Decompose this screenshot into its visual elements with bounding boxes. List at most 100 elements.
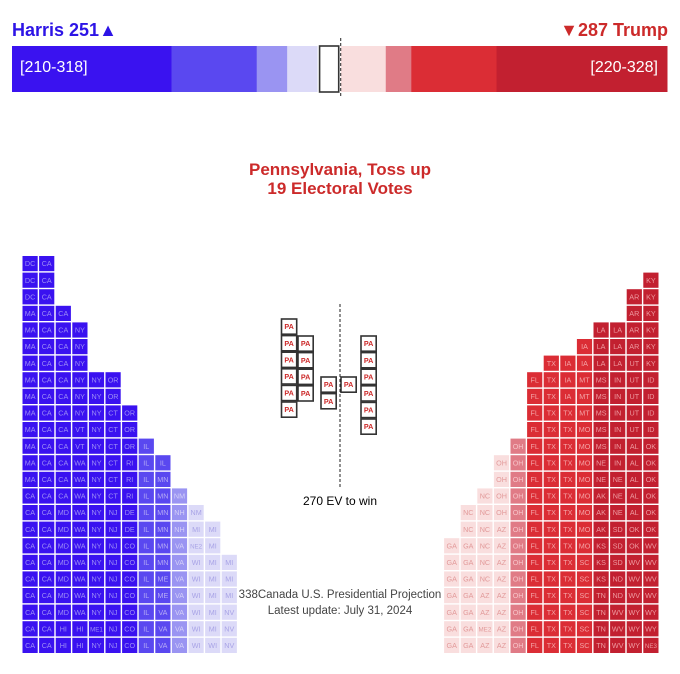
cell-box — [626, 438, 642, 454]
cell-nj: NJ — [105, 571, 121, 587]
cell-box — [626, 521, 642, 537]
cell-label: PA — [364, 389, 373, 398]
cell-label: OH — [513, 541, 524, 550]
cell-ma: MA — [22, 405, 38, 421]
cell-box — [493, 621, 510, 637]
cell-box — [593, 388, 609, 404]
cell-box — [527, 554, 543, 570]
cell-label: CA — [42, 409, 52, 418]
cell-ok: OK — [643, 488, 659, 504]
cell-oh: OH — [493, 455, 510, 471]
cell-oh: OH — [510, 471, 526, 487]
cell-label: CA — [25, 608, 35, 617]
cell-label: TX — [547, 409, 556, 418]
cell-box — [55, 455, 71, 471]
cell-label: TX — [547, 442, 556, 451]
cell-nc: NC — [477, 505, 493, 521]
cell-box — [527, 521, 543, 537]
cell-box — [444, 588, 460, 604]
cell-label: MA — [25, 375, 36, 384]
cell-box — [188, 538, 204, 554]
cell-label: VA — [175, 624, 184, 633]
cell-pa-tossup: PA — [297, 368, 314, 386]
cell-box — [560, 554, 576, 570]
cell-label: NY — [92, 558, 102, 567]
cell-ri: RI — [122, 471, 138, 487]
cell-label: OK — [646, 508, 657, 517]
cell-box — [510, 554, 526, 570]
cell-ny: NY — [88, 538, 105, 554]
cell-box — [543, 405, 559, 421]
cell-box — [39, 388, 55, 404]
cell-label: MD — [58, 508, 69, 517]
cell-box — [460, 554, 476, 570]
cell-label: CA — [58, 475, 68, 484]
cell-label: NY — [75, 359, 85, 368]
cell-box — [543, 505, 559, 521]
cell-box — [460, 604, 476, 620]
cell-box — [88, 488, 105, 504]
cell-ar: AR — [626, 305, 642, 321]
cell-box — [593, 521, 609, 537]
cell-box — [22, 422, 38, 438]
cell-box — [493, 488, 510, 504]
cell-box — [626, 488, 642, 504]
cell-box — [643, 571, 659, 587]
cell-in: IN — [610, 438, 626, 454]
cell-box — [122, 488, 138, 504]
cell-box — [88, 471, 105, 487]
cell-box — [493, 588, 510, 604]
cell-box — [510, 505, 526, 521]
cell-nc: NC — [477, 554, 493, 570]
cell-box — [593, 372, 609, 388]
cell-box — [39, 422, 55, 438]
cell-box — [510, 488, 526, 504]
cell-fl: FL — [527, 554, 543, 570]
cell-tx: TX — [560, 538, 576, 554]
cell-box — [493, 637, 510, 653]
cell-pa-tossup: PA — [360, 351, 377, 369]
cell-box — [221, 637, 237, 653]
cell-box — [510, 521, 526, 537]
cell-ct: CT — [105, 455, 121, 471]
cell-ca: CA — [22, 571, 38, 587]
cell-box — [105, 621, 121, 637]
cell-fl: FL — [527, 438, 543, 454]
cell-box — [460, 521, 476, 537]
cell-ct: CT — [105, 471, 121, 487]
cell-tx: TX — [543, 521, 559, 537]
cell-wy: WY — [643, 621, 659, 637]
cell-label: KS — [596, 575, 606, 584]
cell-label: IN — [614, 425, 621, 434]
cell-tx: TX — [543, 621, 559, 637]
cell-box — [188, 621, 204, 637]
cell-wy: WY — [643, 604, 659, 620]
cell-wi: WI — [188, 554, 204, 570]
cell-label: NY — [92, 575, 102, 584]
cell-box — [593, 538, 609, 554]
cell-label: CA — [42, 292, 52, 301]
cell-ca: CA — [39, 488, 55, 504]
cell-box — [55, 505, 71, 521]
cell-label: FL — [531, 575, 539, 584]
cell-box — [105, 438, 121, 454]
cell-label: MI — [225, 558, 233, 567]
cell-ca: CA — [39, 405, 55, 421]
cell-box — [39, 272, 55, 288]
cell-il: IL — [138, 621, 154, 637]
cell-box — [55, 637, 71, 653]
cell-fl: FL — [527, 405, 543, 421]
cell-box — [593, 438, 609, 454]
cell-il: IL — [138, 471, 154, 487]
cell-wv: WV — [643, 538, 659, 554]
cell-fl: FL — [527, 637, 543, 653]
cell-il: IL — [138, 505, 154, 521]
cell-oh: OH — [510, 455, 526, 471]
cell-box — [22, 488, 38, 504]
cell-label: IL — [143, 575, 149, 584]
cell-box — [72, 554, 88, 570]
cell-az: AZ — [493, 538, 510, 554]
cell-label: TN — [596, 641, 606, 650]
bar-segment-toss-up — [317, 46, 342, 92]
cell-label: CA — [42, 624, 52, 633]
